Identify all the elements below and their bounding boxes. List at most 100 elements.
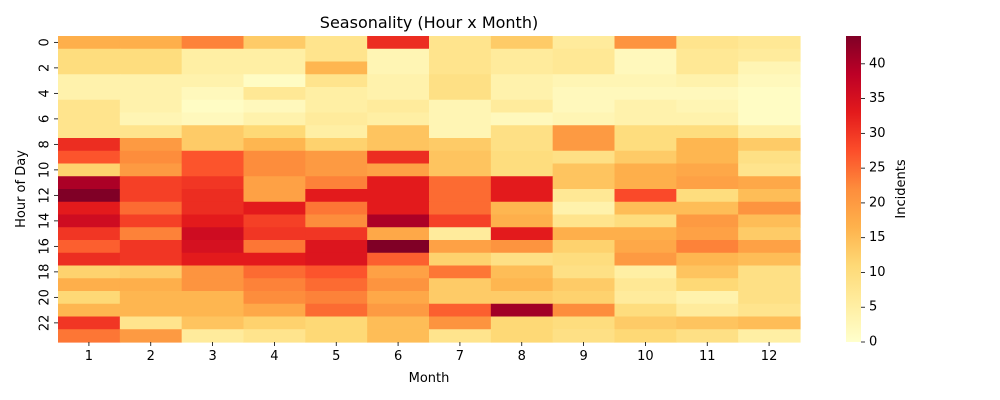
heatmap-cell [243,329,306,343]
heatmap-cell [738,48,801,63]
heatmap-cell [305,329,368,343]
y-tick-label: 0 [38,38,53,46]
heatmap-cell [676,189,739,203]
heatmap-cell [305,36,368,50]
heatmap-cell [181,61,245,75]
heatmap-cell [429,252,492,267]
heatmap-cell [552,74,616,88]
heatmap-cell [58,48,121,63]
heatmap-cell [243,48,306,63]
heatmap-cell [367,150,430,165]
heatmap-cell [429,240,492,254]
heatmap-cell [490,99,554,114]
heatmap-cell [552,176,616,190]
x-tick-label: 5 [332,349,340,364]
heatmap-cell [58,176,121,190]
heatmap-cell [490,214,554,228]
heatmap-cell [243,112,306,126]
heatmap-cell [676,150,739,165]
y-tick-label: 6 [38,115,53,123]
heatmap-cell [490,61,554,75]
x-tick-label: 2 [147,349,155,364]
heatmap-cell [58,112,121,126]
heatmap-cell [614,303,677,318]
heatmap-cell [58,316,121,330]
heatmap-cell [552,227,616,241]
heatmap-cell [429,303,492,318]
heatmap-cell [738,265,801,279]
y-tick-label: 22 [38,315,53,332]
heatmap-cell [738,201,801,216]
heatmap-cell [58,227,121,241]
heatmap-cell [119,176,183,190]
heatmap-cell [243,303,306,318]
heatmap-cell [243,278,306,292]
heatmap-cell [305,163,368,177]
colorbar-tick-label: 5 [869,300,877,315]
heatmap-cell [676,125,739,139]
heatmap-cell [490,36,554,50]
heatmap-cell [181,99,245,114]
heatmap-cell [181,201,245,216]
heatmap-cell [119,227,183,241]
heatmap-cell [367,227,430,241]
heatmap-cell [429,87,492,101]
x-tick-label: 7 [456,349,464,364]
heatmap-cell [305,227,368,241]
heatmap-cell [181,329,245,343]
heatmap-cell [552,125,616,139]
heatmap-cell [58,214,121,228]
heatmap-cell [119,61,183,75]
heatmap-cell [367,329,430,343]
heatmap-cell [367,36,430,50]
heatmap-cell [58,61,121,75]
heatmap-cell [243,227,306,241]
heatmap-cell [119,74,183,88]
heatmap-cell [58,291,121,305]
heatmap-cell [181,227,245,241]
heatmap-cell [738,252,801,267]
heatmap-cell [243,201,306,216]
heatmap-cell [429,99,492,114]
heatmap-cell [490,240,554,254]
heatmap-cell [58,189,121,203]
heatmap-cell [429,278,492,292]
heatmap-cell [552,265,616,279]
heatmap-cell [676,61,739,75]
heatmap-cell [552,150,616,165]
heatmap-cell [58,99,121,114]
heatmap-cell [243,74,306,88]
heatmap-cell [305,252,368,267]
heatmap-cell [490,278,554,292]
heatmap-cell [181,48,245,63]
heatmap-cell [552,214,616,228]
heatmap-cell [305,316,368,330]
heatmap-cell [181,74,245,88]
heatmap-cell [676,214,739,228]
heatmap-cell [738,316,801,330]
heatmap-cell [243,87,306,101]
heatmap-cell [614,112,677,126]
heatmap-cell [58,163,121,177]
heatmap-cell [676,316,739,330]
heatmap-cell [367,176,430,190]
heatmap-cell [490,265,554,279]
heatmap-cell [738,36,801,50]
x-tick-label: 8 [518,349,526,364]
heatmap-cell [676,176,739,190]
heatmap-cell [305,61,368,75]
y-axis-label: Hour of Day [14,150,29,228]
heatmap-cell [58,240,121,254]
heatmap-cell [738,329,801,343]
heatmap-cell [614,74,677,88]
heatmap-cell [367,48,430,63]
heatmap-cell [676,163,739,177]
heatmap-cell [429,61,492,75]
heatmap-cell [58,125,121,139]
heatmap-cell [181,278,245,292]
heatmap-cell [243,316,306,330]
heatmap-cell [552,87,616,101]
heatmap-cell [614,176,677,190]
heatmap-cell [614,150,677,165]
heatmap-cell [429,214,492,228]
